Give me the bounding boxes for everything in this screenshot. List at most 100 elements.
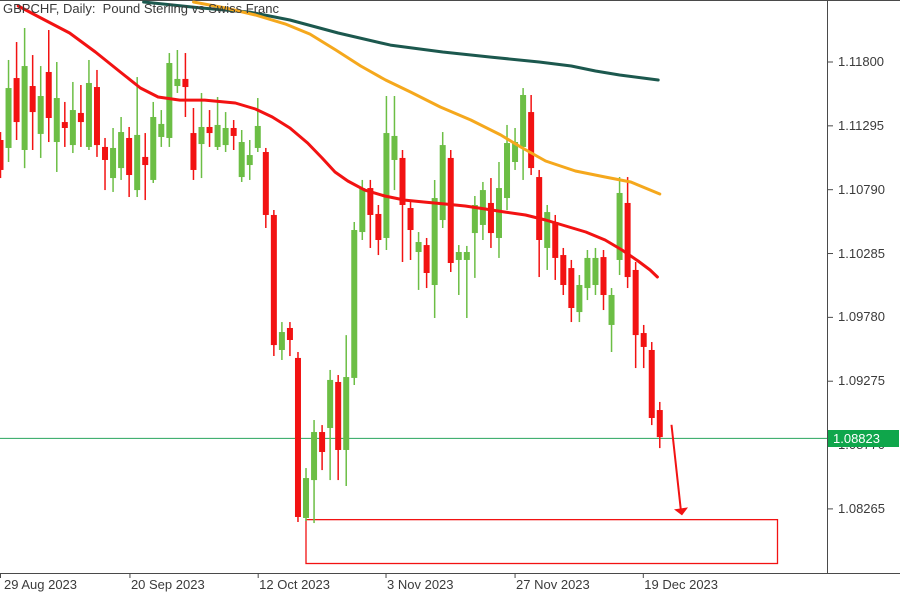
time-axis-label: 19 Dec 2023 xyxy=(644,577,719,592)
time-axis-label: 27 Nov 2023 xyxy=(516,577,590,592)
candle-body xyxy=(294,357,301,517)
target-rectangle-annotation[interactable] xyxy=(305,518,779,565)
candle-body xyxy=(399,157,406,205)
candle-body xyxy=(528,112,535,169)
candle-body xyxy=(85,82,92,147)
candle-body xyxy=(303,478,310,518)
candle-body xyxy=(335,381,342,450)
chart-title: GBPCHF, Daily: Pound Sterling vs Swiss F… xyxy=(3,1,279,16)
candle-body xyxy=(495,188,502,238)
candle-body xyxy=(174,78,181,87)
time-axis-label: 12 Oct 2023 xyxy=(259,577,330,592)
candle-body xyxy=(600,257,607,295)
candle-body xyxy=(69,110,76,146)
candle-body xyxy=(471,204,478,234)
mid-ma-line xyxy=(192,0,662,196)
candle-body xyxy=(640,333,647,347)
candle-body xyxy=(439,145,446,221)
candle-body xyxy=(206,126,213,134)
candle-body xyxy=(214,124,221,147)
candle-body xyxy=(102,146,109,160)
candle-body xyxy=(134,134,141,191)
candle-body xyxy=(447,157,454,264)
candle-body xyxy=(487,202,494,234)
candle-body xyxy=(568,268,575,309)
candle-body xyxy=(544,212,551,248)
price-axis-label: 1.10790 xyxy=(838,181,885,197)
candle-body xyxy=(327,379,334,428)
candle-body xyxy=(584,257,591,289)
candle-body xyxy=(37,96,44,134)
candle-body xyxy=(118,132,125,169)
candle-body xyxy=(158,123,165,137)
candle-body xyxy=(656,410,663,438)
candle-body xyxy=(463,252,470,260)
sell-arrow-annotation[interactable] xyxy=(670,424,682,512)
candle-body xyxy=(359,188,366,233)
candle-body xyxy=(351,230,358,378)
candle-body xyxy=(53,98,60,143)
candle-body xyxy=(592,257,599,286)
candle-body xyxy=(21,66,28,150)
candle-body xyxy=(286,327,293,340)
candle-body xyxy=(552,222,559,258)
candle-body xyxy=(142,156,149,166)
candle-body xyxy=(391,135,398,160)
candle-body xyxy=(45,71,52,119)
candle-body xyxy=(262,152,269,215)
candle-body xyxy=(455,252,462,260)
candle-body xyxy=(166,63,173,138)
candle-body xyxy=(367,188,374,215)
price-axis-label: 1.09275 xyxy=(838,373,885,389)
fast-ma-line xyxy=(16,4,659,279)
candle-body xyxy=(431,198,438,286)
time-axis-label: 29 Aug 2023 xyxy=(4,577,78,592)
price-axis-label: 1.11295 xyxy=(838,117,885,133)
price-axis-label: 1.10285 xyxy=(838,245,885,261)
candle-body xyxy=(198,126,205,145)
candle-body xyxy=(407,208,414,231)
candle-body xyxy=(624,202,631,278)
slow-ma-line xyxy=(142,0,660,82)
price-axis-label: 1.11800 xyxy=(838,54,885,69)
candle-body xyxy=(536,177,543,240)
time-axis-label: 20 Sep 2023 xyxy=(130,577,205,592)
price-axis-label: 1.08265 xyxy=(838,500,885,516)
candle-body xyxy=(13,78,20,123)
candle-body xyxy=(238,142,245,178)
candle-body xyxy=(77,112,84,123)
candle-body xyxy=(616,192,623,260)
candle-body xyxy=(383,133,390,238)
candle-body xyxy=(230,127,237,136)
candle-body xyxy=(150,116,157,180)
candle-body xyxy=(512,142,519,162)
candle-body xyxy=(415,242,422,253)
candle-body xyxy=(0,140,4,170)
candle-body xyxy=(182,78,189,88)
candle-body xyxy=(319,432,326,453)
candle-body xyxy=(278,332,285,350)
candle-body xyxy=(270,214,277,346)
candle-body xyxy=(93,87,100,146)
candle-body xyxy=(222,127,229,146)
candle-body xyxy=(560,255,567,286)
bid-price-label: 1.08823 xyxy=(828,429,899,447)
candle-body xyxy=(29,86,36,113)
sell-arrow-head xyxy=(674,507,688,516)
time-axis-label: 3 Nov 2023 xyxy=(387,577,454,592)
candle-body xyxy=(110,147,117,179)
candle-body xyxy=(504,143,511,199)
candle-body xyxy=(576,285,583,313)
candle-body xyxy=(5,88,12,148)
candle-body xyxy=(375,213,382,240)
candle-body xyxy=(190,133,197,170)
candle-body xyxy=(632,269,639,336)
candle-body xyxy=(520,94,527,147)
candle-body xyxy=(246,155,253,166)
candle-body xyxy=(61,122,68,128)
candle-body xyxy=(608,294,615,325)
candle-body xyxy=(423,245,430,273)
candle-body xyxy=(311,432,318,481)
